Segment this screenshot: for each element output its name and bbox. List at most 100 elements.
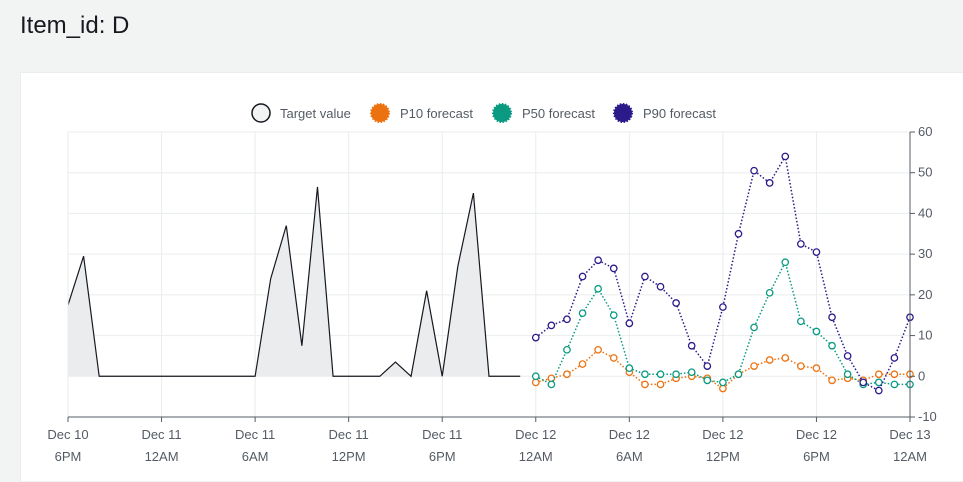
p10-forecast-point xyxy=(891,371,897,377)
x-tick-label-time: 6PM xyxy=(55,449,82,464)
p90-forecast-point xyxy=(626,320,632,326)
p10-forecast-point xyxy=(611,355,617,361)
p50-forecast-point xyxy=(798,318,804,324)
p50-forecast-point xyxy=(533,373,539,379)
p90-forecast-point xyxy=(595,257,601,263)
x-tick-label-date: Dec 11 xyxy=(422,427,462,442)
p10-forecast-point xyxy=(595,347,601,353)
x-tick-label-time: 6AM xyxy=(616,449,643,464)
p50-forecast-point xyxy=(891,381,897,387)
x-tick-label-date: Dec 12 xyxy=(702,427,743,442)
y-tick-label: 60 xyxy=(918,124,932,139)
p10-forecast-point xyxy=(829,377,835,383)
x-tick-label-time: 12PM xyxy=(706,449,740,464)
p10-forecast-point xyxy=(564,371,570,377)
p90-forecast-point xyxy=(751,167,757,173)
target-value-series xyxy=(68,187,520,376)
p10-forecast-point xyxy=(642,381,648,387)
page-title: Item_id: D xyxy=(20,12,129,40)
p90-forecast-point xyxy=(564,316,570,322)
x-tick-label-date: Dec 11 xyxy=(329,427,369,442)
y-tick-label: 30 xyxy=(918,246,932,261)
p50-forecast-point xyxy=(704,377,710,383)
p10-forecast-point xyxy=(798,363,804,369)
p90-forecast-point xyxy=(798,241,804,247)
p10-forecast-point xyxy=(579,361,585,367)
x-tick-label-date: Dec 12 xyxy=(796,427,837,442)
y-tick-label: 10 xyxy=(918,328,932,343)
p50-forecast-point xyxy=(626,365,632,371)
legend-item-p50-forecast[interactable]: P50 forecast xyxy=(493,104,595,122)
p10-forecast-point xyxy=(751,363,757,369)
x-tick-label-date: Dec 12 xyxy=(515,427,556,442)
legend-swatch-p10-forecast xyxy=(371,104,389,122)
p50-forecast-point xyxy=(657,371,663,377)
p50-forecast-point xyxy=(673,371,679,377)
legend-item-p90-forecast[interactable]: P90 forecast xyxy=(614,104,716,122)
p90-forecast-point xyxy=(782,153,788,159)
x-tick-label-date: Dec 10 xyxy=(47,427,88,442)
x-tick-label-time: 12PM xyxy=(332,449,366,464)
p50-forecast-point xyxy=(611,312,617,318)
legend-swatch-p50-forecast xyxy=(493,104,511,122)
p90-forecast-point xyxy=(673,300,679,306)
p50-forecast-point xyxy=(579,310,585,316)
p10-forecast-point xyxy=(876,371,882,377)
chart-axes: 60 50 40 30 20 10 0 -10 Dec 10 6PM Dec 11 12AM Dec 1… xyxy=(47,124,936,464)
legend-label-target-value: Target value xyxy=(280,106,351,121)
x-tick-label-date: Dec 13 xyxy=(889,427,930,442)
p90-forecast-point xyxy=(766,180,772,186)
p90-forecast-point xyxy=(533,334,539,340)
p50-forecast-point xyxy=(735,371,741,377)
x-tick-label-time: 12AM xyxy=(893,449,927,464)
x-tick-label-time: 6AM xyxy=(242,449,269,464)
p10-forecast-point xyxy=(657,381,663,387)
p90-forecast-point xyxy=(704,363,710,369)
x-tick-label-date: Dec 12 xyxy=(609,427,650,442)
x-tick-label-date: Dec 11 xyxy=(235,427,275,442)
y-tick-label: -10 xyxy=(918,409,937,424)
chart-panel: Target value P10 forecast P50 forecast P90 … xyxy=(20,72,963,481)
x-tick-label-time: 6PM xyxy=(803,449,830,464)
forecast-chart: Target value P10 forecast P50 forecast P90 … xyxy=(21,73,963,482)
legend-item-p10-forecast[interactable]: P10 forecast xyxy=(371,104,473,122)
y-tick-label: 40 xyxy=(918,205,932,220)
p10-forecast-point xyxy=(533,379,539,385)
y-tick-label: 20 xyxy=(918,287,932,302)
p90-forecast-point xyxy=(689,343,695,349)
x-tick-label-time: 12AM xyxy=(519,449,553,464)
p50-forecast-point xyxy=(766,290,772,296)
p10-forecast-point xyxy=(782,355,788,361)
x-tick-label-date: Dec 11 xyxy=(141,427,181,442)
legend-label-p10-forecast: P10 forecast xyxy=(400,106,473,121)
chart-series xyxy=(68,153,913,394)
p90-forecast-point xyxy=(735,231,741,237)
p50-forecast-point xyxy=(642,371,648,377)
p90-forecast-point xyxy=(657,284,663,290)
p90-forecast-point xyxy=(829,314,835,320)
p10-forecast-point xyxy=(720,385,726,391)
p90-forecast-point xyxy=(860,379,866,385)
p50-forecast-point xyxy=(720,379,726,385)
p90-forecast-point xyxy=(611,265,617,271)
p90-forecast-point xyxy=(844,353,850,359)
p50-forecast-point xyxy=(595,286,601,292)
p10-forecast-point xyxy=(766,357,772,363)
y-tick-label: 50 xyxy=(918,165,932,180)
p90-forecast-point xyxy=(548,322,554,328)
p90-forecast-point xyxy=(891,355,897,361)
p50-forecast-point xyxy=(844,371,850,377)
p50-forecast-point xyxy=(548,381,554,387)
p90-forecast-point xyxy=(813,249,819,255)
x-tick-label-time: 6PM xyxy=(429,449,456,464)
p90-forecast-point xyxy=(579,273,585,279)
p90-forecast-point xyxy=(720,304,726,310)
p10-forecast-point xyxy=(813,365,819,371)
p50-forecast-point xyxy=(782,259,788,265)
p50-forecast-point xyxy=(829,343,835,349)
x-tick-label-time: 12AM xyxy=(145,449,179,464)
legend-swatch-p90-forecast xyxy=(614,104,632,122)
legend-item-target-value[interactable]: Target value xyxy=(252,104,351,122)
chart-legend: Target value P10 forecast P50 forecast P90 … xyxy=(252,104,716,122)
legend-label-p50-forecast: P50 forecast xyxy=(522,106,595,121)
